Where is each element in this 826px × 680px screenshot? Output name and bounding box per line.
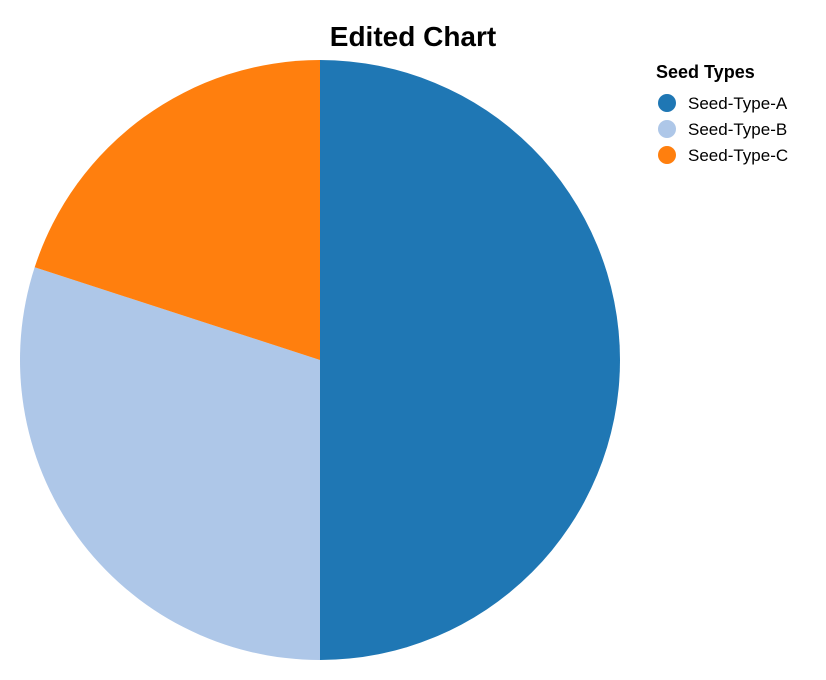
pie-slices <box>19 60 620 660</box>
pie-slice-seed-type-b <box>19 267 321 660</box>
legend-swatch-seed-type-a <box>658 94 676 112</box>
legend-title: Seed Types <box>656 62 755 82</box>
chart-title: Edited Chart <box>330 21 496 52</box>
legend-label-seed-type-a: Seed-Type-A <box>688 94 788 113</box>
legend-label-seed-type-c: Seed-Type-C <box>688 146 788 165</box>
legend-swatch-seed-type-c <box>658 146 676 164</box>
legend-swatch-seed-type-b <box>658 120 676 138</box>
legend-items: Seed-Type-A Seed-Type-B Seed-Type-C <box>658 94 788 165</box>
pie-slice-seed-type-c <box>34 60 320 360</box>
pie-slice-seed-type-a <box>320 60 620 660</box>
legend: Seed Types Seed-Type-ASeed-Type-BSeed-Ty… <box>656 62 788 165</box>
legend-label-seed-type-b: Seed-Type-B <box>688 120 787 139</box>
